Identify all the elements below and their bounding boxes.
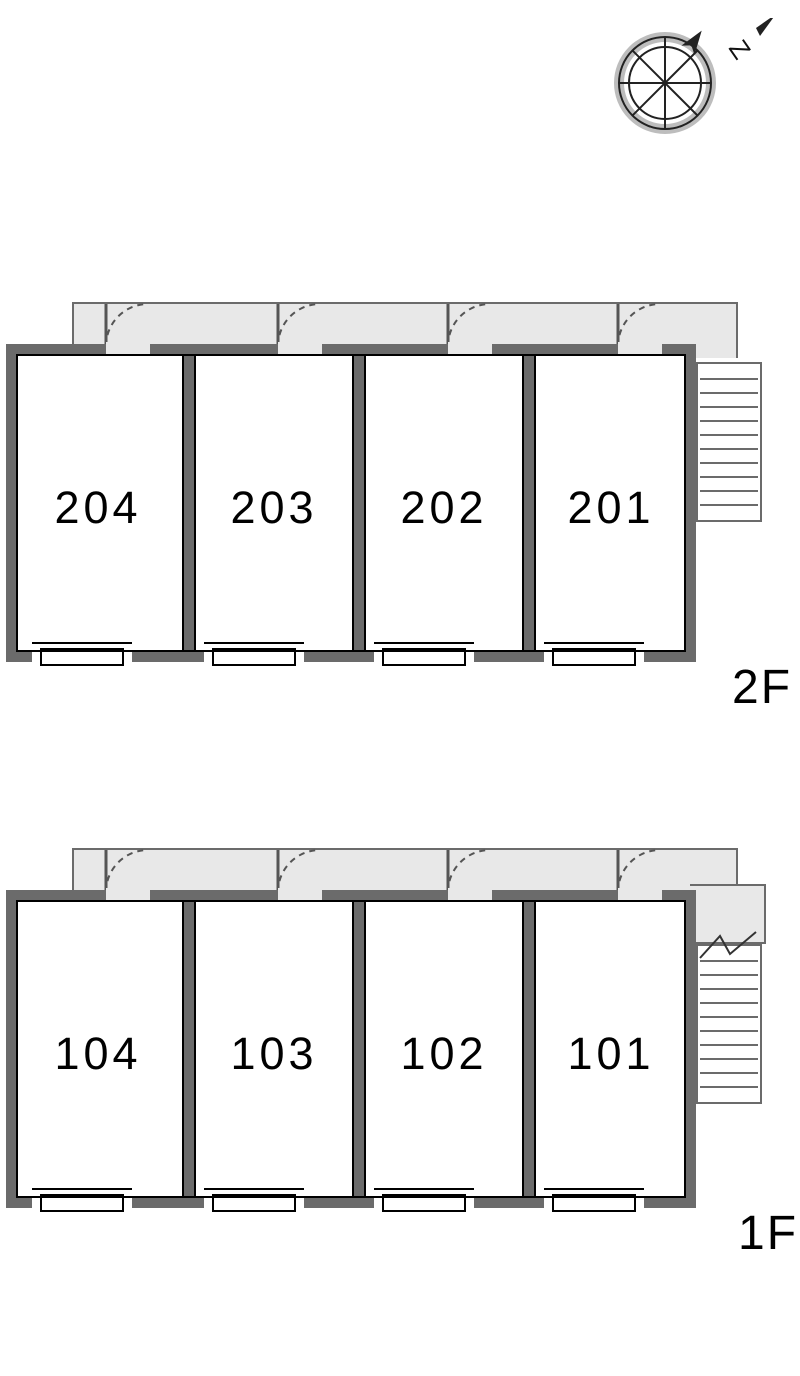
- unit-label: 202: [366, 482, 522, 534]
- window: [374, 642, 474, 664]
- unit-block: 204 203 202 201: [6, 344, 696, 662]
- unit-label: 103: [196, 1028, 352, 1080]
- unit-label: 203: [196, 482, 352, 534]
- unit-label: 204: [18, 482, 178, 534]
- window: [544, 1188, 644, 1210]
- floorplan-canvas: Z: [0, 0, 800, 1376]
- window: [204, 1188, 304, 1210]
- unit-label: 201: [536, 482, 686, 534]
- unit-block: 104 103 102 101: [6, 890, 696, 1208]
- window: [374, 1188, 474, 1210]
- window: [32, 642, 132, 664]
- floor-2f: 204 203 202 201: [0, 302, 800, 722]
- window: [544, 642, 644, 664]
- unit-label: 104: [18, 1028, 178, 1080]
- stairs: [696, 362, 762, 522]
- compass-north-label: Z: [723, 34, 757, 64]
- unit-label: 102: [366, 1028, 522, 1080]
- floor-1f: 104 103 102 101: [0, 848, 800, 1268]
- floor-label-1f: 1F: [738, 1206, 798, 1261]
- stairs: [696, 944, 762, 1104]
- floor-label-2f: 2F: [732, 660, 792, 715]
- stair-runline-icon: [696, 928, 766, 968]
- window: [204, 642, 304, 664]
- compass-icon: Z: [610, 18, 740, 148]
- unit-label: 101: [536, 1028, 686, 1080]
- window: [32, 1188, 132, 1210]
